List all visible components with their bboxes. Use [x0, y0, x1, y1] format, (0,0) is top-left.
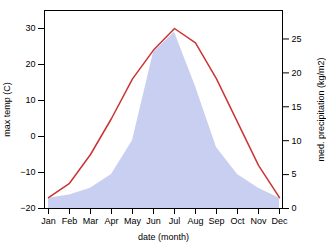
svg-text:−20: −20	[20, 203, 35, 213]
svg-text:Feb: Feb	[62, 216, 78, 226]
svg-text:May: May	[124, 216, 142, 226]
svg-text:Jun: Jun	[146, 216, 161, 226]
svg-text:15: 15	[292, 102, 302, 112]
svg-text:10: 10	[292, 136, 302, 146]
svg-text:20: 20	[25, 59, 35, 69]
svg-text:Oct: Oct	[230, 216, 245, 226]
svg-text:Aug: Aug	[187, 216, 203, 226]
svg-text:5: 5	[292, 169, 297, 179]
svg-text:20: 20	[292, 68, 302, 78]
svg-text:10: 10	[25, 95, 35, 105]
svg-text:Nov: Nov	[250, 216, 267, 226]
svg-text:med. precipitation (kg/m2): med. precipitation (kg/m2)	[316, 57, 326, 161]
svg-text:max temp (C): max temp (C)	[2, 82, 12, 137]
svg-text:Jul: Jul	[169, 216, 181, 226]
svg-text:Apr: Apr	[104, 216, 118, 226]
svg-text:Mar: Mar	[83, 216, 99, 226]
svg-text:Jan: Jan	[41, 216, 56, 226]
svg-text:Dec: Dec	[271, 216, 288, 226]
svg-text:0: 0	[30, 131, 35, 141]
svg-text:Sep: Sep	[208, 216, 224, 226]
svg-text:0: 0	[292, 203, 297, 213]
svg-text:25: 25	[292, 34, 302, 44]
svg-text:30: 30	[25, 23, 35, 33]
svg-text:−10: −10	[20, 167, 35, 177]
svg-text:date (month): date (month)	[138, 232, 189, 242]
